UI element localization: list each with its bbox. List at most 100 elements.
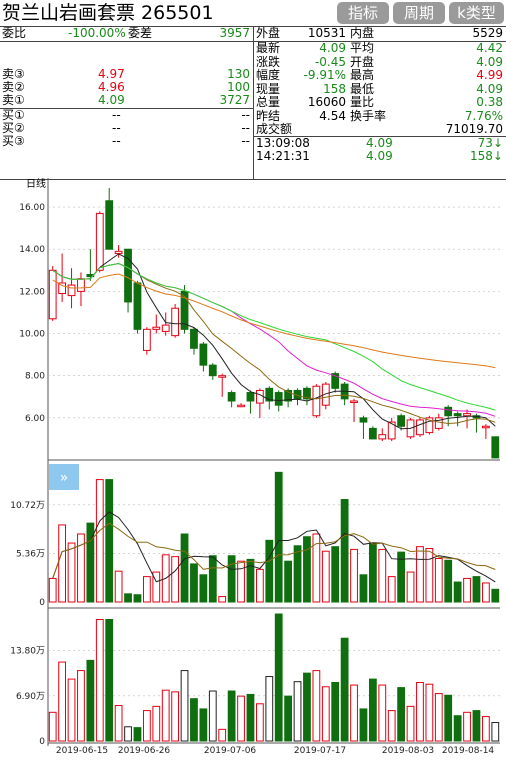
candle <box>434 417 443 429</box>
volume-bar <box>463 577 471 603</box>
tick1-vol: 73↓ <box>477 136 503 150</box>
candle <box>303 387 311 400</box>
volume-bar <box>246 558 255 603</box>
indicator-button[interactable]: 指标 <box>337 2 389 24</box>
candle <box>463 413 471 417</box>
kline-chart[interactable]: 日线 16.00 14.00 12.00 10.00 8.00 6.00 10.72万 5.36… <box>0 177 506 756</box>
amount-bar <box>303 672 311 742</box>
date-label: 2019-08-03 <box>382 746 434 756</box>
kline-chart-area[interactable]: 日线 16.00 14.00 12.00 10.00 8.00 6.00 10.72万 5.36… <box>0 177 506 756</box>
stat-value: 7.76% <box>464 108 503 123</box>
divider <box>253 136 506 137</box>
volume-bar <box>416 546 424 603</box>
sell2-label: 卖② <box>2 80 25 94</box>
candle <box>321 383 330 406</box>
candle <box>199 343 208 366</box>
amount-bar <box>444 694 453 742</box>
amount-bar <box>48 711 57 742</box>
stat-label: 现量 <box>256 81 281 96</box>
volume-bar <box>199 574 208 603</box>
ma60-line <box>52 273 496 369</box>
date-label: 2019-06-26 <box>118 746 171 756</box>
amount-bar <box>142 710 151 742</box>
page-title: 贺兰山岩画套票 265501 <box>2 2 214 24</box>
volume-ma10-line <box>52 522 496 579</box>
volume-bar <box>481 582 490 603</box>
amount-bar <box>453 715 462 742</box>
amount-bar <box>67 678 76 742</box>
amount-bar <box>114 704 123 742</box>
candle <box>378 434 387 440</box>
amount-bar <box>312 670 321 742</box>
sell2-price: 4.96 <box>98 80 125 94</box>
weicha-label: 委差 <box>128 26 153 40</box>
candle <box>265 387 274 402</box>
amount-bar <box>161 689 170 742</box>
price-tick-label: 14.00 <box>19 245 45 255</box>
amount-bar <box>481 716 490 742</box>
period-button[interactable]: 周期 <box>393 2 445 24</box>
volume-bar <box>171 556 180 603</box>
amount-bar <box>86 659 95 742</box>
sell1-price: 4.09 <box>98 93 125 107</box>
stat-label: 最低 <box>350 81 375 96</box>
candle <box>114 250 123 254</box>
amount-bar <box>359 708 368 742</box>
volume-bar <box>114 570 123 603</box>
candle <box>190 328 198 349</box>
k-type-button[interactable]: k类型 <box>449 2 504 24</box>
stat-label: 最新 <box>256 41 281 55</box>
chengjiao-value: 71019.70 <box>445 122 503 136</box>
amount-bar <box>350 684 358 742</box>
volume-bar <box>77 533 85 603</box>
amount-bar <box>246 693 255 742</box>
volume-bar <box>397 551 406 603</box>
stat-label: 涨跌 <box>256 54 281 69</box>
weicha-value: 3957 <box>219 26 250 40</box>
volume-bar <box>453 581 462 603</box>
amount-bar <box>406 705 415 742</box>
candle <box>95 212 104 271</box>
tick2-vol: 158↓ <box>470 149 503 163</box>
stat-label: 平均 <box>350 41 375 55</box>
volume-bar <box>350 548 358 603</box>
amount-bar <box>227 690 236 742</box>
amount-bar <box>321 686 330 742</box>
candle <box>67 284 76 297</box>
amount-bar <box>218 728 227 742</box>
stat-value: 16060 <box>307 95 346 109</box>
candle <box>397 415 406 427</box>
buy1-price: -- <box>112 108 121 122</box>
stat-value: 0.38 <box>476 95 503 109</box>
amount-bar <box>171 691 180 742</box>
ma10-line <box>52 262 496 425</box>
volume-bar <box>387 576 396 603</box>
volume-bar <box>142 576 151 603</box>
amount-tick-label: 0 <box>39 737 45 747</box>
chengjiao-label: 成交额 <box>256 122 293 136</box>
volume-bar <box>255 568 264 603</box>
candle <box>246 392 255 402</box>
amount-bar <box>208 690 217 742</box>
amount-bar <box>416 682 424 742</box>
candle <box>161 324 170 332</box>
amount-bar <box>463 711 471 742</box>
volume-tick-label: 0 <box>39 598 45 608</box>
chevron-right-icon: » <box>60 470 69 486</box>
stat-label: 总量 <box>256 95 281 109</box>
volume-bar <box>303 536 311 603</box>
candle <box>86 274 95 278</box>
amount-bar <box>77 670 85 742</box>
panel-divider <box>253 27 254 179</box>
amount-bar <box>105 618 114 742</box>
expand-button[interactable]: » <box>49 464 79 490</box>
volume-bar <box>274 471 283 603</box>
amount-bar <box>387 710 396 742</box>
neipan-value: 5529 <box>472 26 503 40</box>
candle <box>387 421 396 440</box>
tick2-price: 4.09 <box>366 149 393 163</box>
candle <box>180 290 189 330</box>
ma20-line <box>52 262 496 417</box>
candle <box>350 400 358 403</box>
weibi-value: -100.00% <box>68 26 126 40</box>
